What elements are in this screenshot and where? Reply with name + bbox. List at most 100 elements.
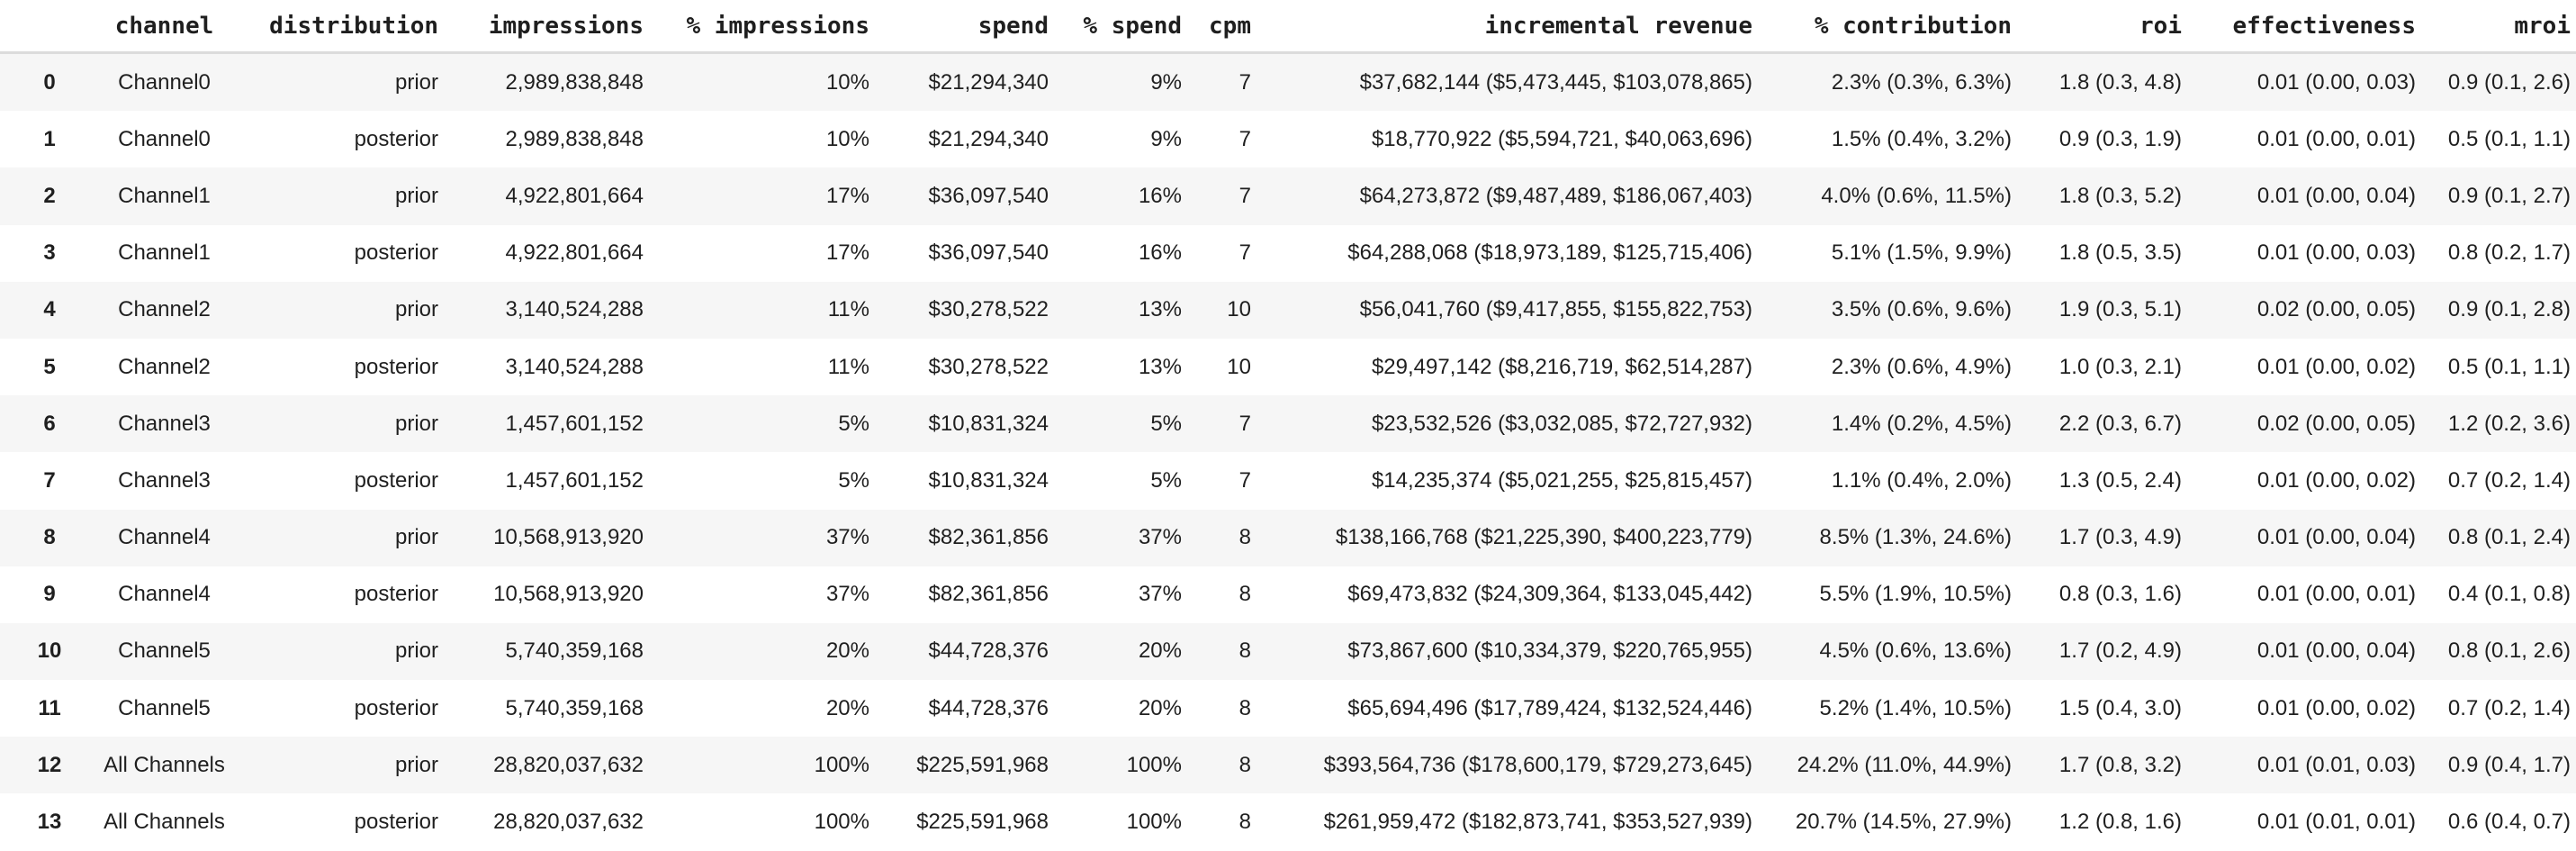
table-row: 13 All Channels posterior 28,820,037,632 100… <box>0 793 2576 850</box>
cell-effectiveness: 0.01 (0.00, 0.04) <box>2256 525 2416 550</box>
cell-pct-impressions: 5% <box>838 411 869 436</box>
cell-distribution: posterior <box>354 695 438 720</box>
row-index: 11 <box>38 695 61 720</box>
cell-distribution: prior <box>394 411 438 436</box>
cell-channel: Channel3 <box>118 467 211 493</box>
cell-mroi: 0.5 (0.1, 1.1) <box>2447 126 2571 151</box>
cell-distribution: prior <box>394 525 438 550</box>
cell-impressions: 10,568,913,920 <box>493 582 644 607</box>
cell-roi: 2.2 (0.3, 6.7) <box>2058 411 2182 436</box>
cell-incremental-revenue: $64,288,068 ($18,973,189, $125,715,406) <box>1347 240 1752 266</box>
cell-spend: $21,294,340 <box>928 126 1049 151</box>
cell-pct-spend: 9% <box>1150 126 1182 151</box>
cell-cpm: 7 <box>1238 240 1251 266</box>
cell-effectiveness: 0.01 (0.00, 0.03) <box>2256 240 2416 266</box>
cell-impressions: 5,740,359,168 <box>505 695 644 720</box>
header-row: channel distribution impressions% impressi… <box>0 0 2576 54</box>
cell-impressions: 3,140,524,288 <box>505 297 644 322</box>
cell-spend: $225,591,968 <box>916 752 1049 777</box>
cell-effectiveness: 0.01 (0.00, 0.04) <box>2256 183 2416 208</box>
cell-roi: 1.7 (0.8, 3.2) <box>2058 752 2182 777</box>
cell-effectiveness: 0.02 (0.00, 0.05) <box>2256 411 2416 436</box>
cell-pct-impressions: 20% <box>825 638 869 664</box>
cell-roi: 1.9 (0.3, 5.1) <box>2058 297 2182 322</box>
cell-distribution: posterior <box>354 240 438 266</box>
cell-distribution: posterior <box>354 126 438 151</box>
cell-pct-contribution: 24.2% (11.0%, 44.9%) <box>1797 752 2012 777</box>
cell-incremental-revenue: $18,770,922 ($5,594,721, $40,063,696) <box>1371 126 1752 151</box>
cell-pct-spend: 20% <box>1138 638 1182 664</box>
cell-impressions: 1,457,601,152 <box>505 467 644 493</box>
column-header-index <box>0 0 99 54</box>
cell-incremental-revenue: $393,564,736 ($178,600,179, $729,273,645… <box>1323 752 1752 777</box>
row-index: 13 <box>37 810 62 835</box>
cell-roi: 1.8 (0.5, 3.5) <box>2058 240 2182 266</box>
table-row: 1 Channel0 posterior 2,989,838,848 10% $21,29… <box>0 111 2576 167</box>
cell-incremental-revenue: $37,682,144 ($5,473,445, $103,078,865) <box>1359 69 1752 95</box>
cell-pct-spend: 20% <box>1138 695 1182 720</box>
cell-roi: 1.7 (0.3, 4.9) <box>2058 525 2182 550</box>
column-header-channel: channel <box>99 0 230 54</box>
cell-channel: All Channels <box>104 810 225 835</box>
cell-cpm: 8 <box>1238 525 1251 550</box>
cell-cpm: 10 <box>1227 354 1251 379</box>
cell-incremental-revenue: $23,532,526 ($3,032,085, $72,727,932) <box>1371 411 1752 436</box>
cell-pct-contribution: 5.5% (1.9%, 10.5%) <box>1819 582 2012 607</box>
column-header-pct-spend: % spend <box>1060 0 1193 54</box>
cell-mroi: 0.4 (0.1, 0.8) <box>2447 582 2571 607</box>
row-index: 8 <box>43 525 56 550</box>
cell-incremental-revenue: $56,041,760 ($9,417,855, $155,822,753) <box>1359 297 1752 322</box>
table-row: 10 Channel5 prior 5,740,359,168 20% $44,728,3… <box>0 622 2576 681</box>
cell-mroi: 0.7 (0.2, 1.4) <box>2447 467 2571 493</box>
cell-channel: Channel5 <box>118 695 211 720</box>
cell-pct-impressions: 17% <box>825 240 869 266</box>
cell-mroi: 0.8 (0.1, 2.6) <box>2447 638 2571 664</box>
cell-channel: Channel4 <box>118 525 211 550</box>
table-row: 3 Channel1 posterior 4,922,801,664 17% $36,09… <box>0 225 2576 282</box>
cell-cpm: 7 <box>1238 183 1251 208</box>
cell-pct-impressions: 100% <box>814 752 869 777</box>
cell-incremental-revenue: $73,867,600 ($10,334,379, $220,765,955) <box>1347 638 1752 664</box>
cell-pct-impressions: 11% <box>827 297 869 322</box>
cell-pct-impressions: 17% <box>825 183 869 208</box>
table-body: 0 Channel0 prior 2,989,838,848 10% $21,294,34… <box>0 52 2576 851</box>
cell-mroi: 1.2 (0.2, 3.6) <box>2447 411 2571 436</box>
cell-spend: $44,728,376 <box>928 638 1049 664</box>
cell-cpm: 7 <box>1238 69 1251 95</box>
table-row: 5 Channel2 posterior 3,140,524,288 11% $30,27… <box>0 339 2576 395</box>
column-header-incremental-revenue: incremental revenue <box>1263 0 1764 54</box>
cell-channel: Channel1 <box>118 240 211 266</box>
cell-channel: Channel5 <box>118 638 211 664</box>
cell-effectiveness: 0.01 (0.00, 0.04) <box>2256 638 2416 664</box>
cell-pct-impressions: 37% <box>825 582 869 607</box>
cell-incremental-revenue: $138,166,768 ($21,225,390, $400,223,779) <box>1335 525 1752 550</box>
cell-cpm: 7 <box>1238 411 1251 436</box>
cell-distribution: posterior <box>354 582 438 607</box>
table-row: 11 Channel5 posterior 5,740,359,168 20% $44,7… <box>0 680 2576 737</box>
cell-incremental-revenue: $29,497,142 ($8,216,719, $62,514,287) <box>1371 354 1752 379</box>
cell-channel: Channel3 <box>118 411 211 436</box>
cell-pct-impressions: 10% <box>825 69 869 95</box>
cell-pct-spend: 16% <box>1138 240 1182 266</box>
column-header-roi: roi <box>2023 0 2193 54</box>
table-row: 6 Channel3 prior 1,457,601,152 5% $10,831,324… <box>0 395 2576 453</box>
cell-channel: Channel0 <box>118 126 211 151</box>
cell-cpm: 10 <box>1227 297 1251 322</box>
cell-roi: 1.8 (0.3, 5.2) <box>2058 183 2182 208</box>
cell-effectiveness: 0.01 (0.01, 0.03) <box>2256 752 2416 777</box>
column-header-impressions: impressions <box>450 0 655 54</box>
cell-pct-contribution: 1.5% (0.4%, 3.2%) <box>1831 126 2012 151</box>
cell-pct-contribution: 1.1% (0.4%, 2.0%) <box>1831 467 2012 493</box>
cell-effectiveness: 0.01 (0.00, 0.02) <box>2256 467 2416 493</box>
cell-roi: 0.8 (0.3, 1.6) <box>2058 582 2182 607</box>
cell-impressions: 3,140,524,288 <box>505 354 644 379</box>
cell-pct-contribution: 2.3% (0.3%, 6.3%) <box>1831 69 2012 95</box>
cell-pct-impressions: 10% <box>825 126 869 151</box>
cell-distribution: prior <box>394 297 438 322</box>
cell-effectiveness: 0.01 (0.00, 0.02) <box>2256 354 2416 379</box>
cell-impressions: 2,989,838,848 <box>505 69 644 95</box>
cell-incremental-revenue: $14,235,374 ($5,021,255, $25,815,457) <box>1371 467 1752 493</box>
cell-pct-contribution: 5.2% (1.4%, 10.5%) <box>1819 695 2012 720</box>
cell-spend: $82,361,856 <box>928 525 1049 550</box>
